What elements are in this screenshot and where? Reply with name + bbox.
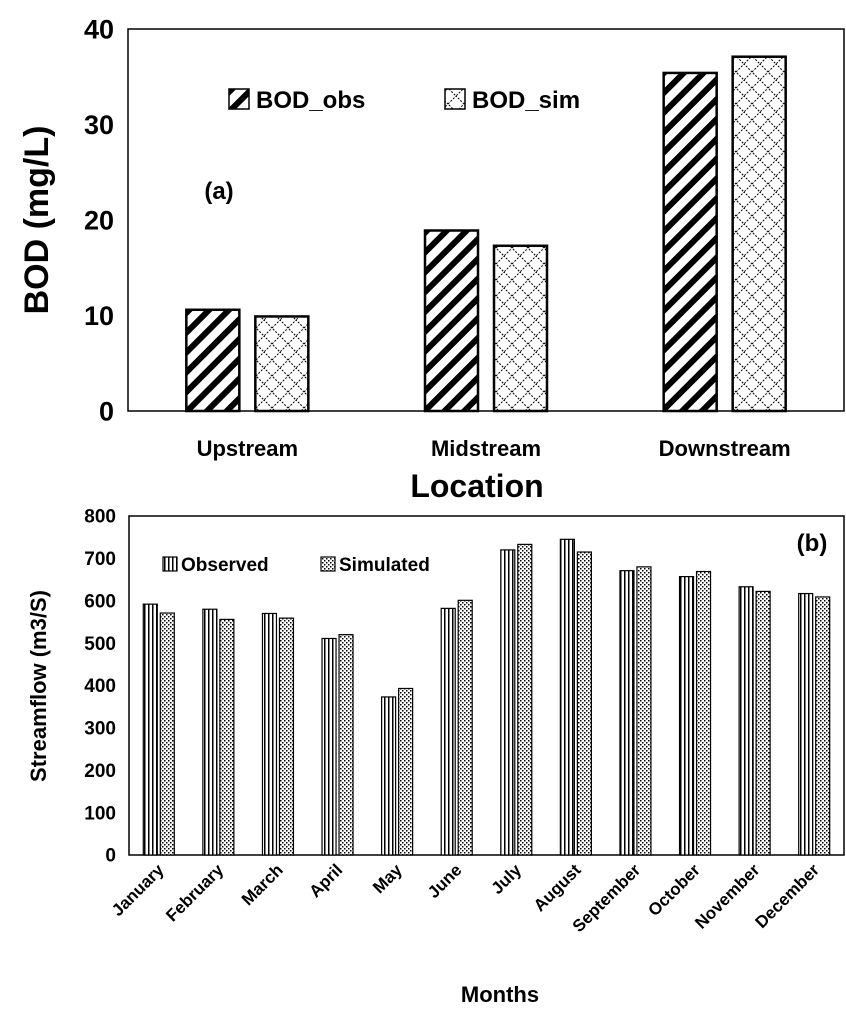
- bar-observed-april: [321, 637, 337, 856]
- x-tick-label: December: [751, 860, 823, 932]
- y-tick-label: 30: [84, 110, 114, 140]
- x-tick-label: Upstream: [197, 436, 298, 461]
- chart-a-panel-label: (a): [204, 178, 233, 205]
- chart-a-ylabel: BOD (mg/L): [18, 126, 56, 315]
- bar-observed-september: [619, 570, 635, 856]
- bar-observed-june: [440, 607, 456, 856]
- y-tick-label: 300: [84, 719, 116, 740]
- bar-observed-december: [798, 592, 814, 856]
- legend-swatch-bod-obs: [228, 88, 250, 110]
- y-tick-label: 700: [84, 549, 116, 570]
- y-tick-label: 400: [84, 676, 116, 697]
- x-tick-label: February: [162, 860, 227, 925]
- bar-simulated-january: [159, 612, 175, 856]
- x-tick-label: August: [530, 860, 585, 915]
- y-tick-label: 0: [99, 396, 114, 426]
- x-tick-label: January: [108, 860, 168, 920]
- bar-simulated-october: [695, 570, 712, 856]
- bar-bod-obs-upstream: [185, 308, 241, 413]
- bar-simulated-may: [398, 687, 414, 856]
- x-tick-label: November: [691, 860, 763, 932]
- y-tick-label: 200: [84, 761, 116, 782]
- bar-simulated-december: [815, 596, 831, 856]
- x-tick-label: July: [488, 860, 526, 898]
- legend-label-bod-sim: BOD_sim: [472, 87, 580, 114]
- legend-label-simulated: Simulated: [339, 555, 430, 576]
- chart-b: 0 100 200 300 400 500 600 700 800 JanuaryFebruar…: [26, 507, 845, 1007]
- bar-observed-may: [381, 696, 397, 856]
- bar-simulated-march: [278, 617, 295, 856]
- chart-b-panel-label: (b): [797, 530, 828, 557]
- chart-b-legend: Observed Simulated: [162, 555, 430, 576]
- bar-observed-august: [559, 538, 575, 856]
- y-tick-label: 20: [84, 205, 114, 235]
- x-tick-label: April: [306, 860, 347, 901]
- bar-simulated-june: [457, 599, 473, 856]
- chart-a-frame: [127, 28, 845, 412]
- x-tick-label: October: [644, 860, 704, 920]
- bar-bod-sim-upstream: [254, 315, 310, 413]
- bar-observed-october: [678, 575, 695, 856]
- chart-b-xlabel: Months: [461, 982, 539, 1007]
- y-tick-label: 0: [105, 846, 116, 867]
- x-tick-label: March: [238, 860, 287, 909]
- legend-label-observed: Observed: [181, 555, 269, 576]
- bar-simulated-july: [517, 543, 533, 856]
- bar-observed-february: [202, 608, 218, 856]
- bar-bod-obs-midstream: [423, 229, 480, 413]
- x-tick-label: Midstream: [431, 436, 541, 461]
- bar-observed-november: [738, 586, 754, 856]
- y-tick-label: 500: [84, 634, 116, 655]
- chart-a-x-ticks: Upstream Midstream Downstream: [197, 436, 791, 461]
- y-tick-label: 40: [84, 14, 114, 44]
- x-tick-label: June: [424, 860, 465, 901]
- bar-simulated-april: [338, 634, 354, 856]
- bar-observed-january: [142, 603, 158, 856]
- chart-a-bars: [185, 55, 787, 413]
- chart-a-xlabel: Location: [410, 468, 543, 504]
- chart-b-frame: [128, 515, 845, 856]
- legend-label-bod-obs: BOD_obs: [256, 87, 365, 114]
- x-tick-label: May: [369, 860, 406, 897]
- chart-a-y-ticks: 0 10 20 30 40: [84, 14, 114, 426]
- bar-simulated-august: [576, 551, 592, 856]
- bar-observed-march: [261, 612, 278, 856]
- y-tick-label: 600: [84, 591, 116, 612]
- chart-a-legend: BOD_obs BOD_sim: [228, 87, 580, 114]
- chart-a: 0 10 20 30 40 Upstream Midstream Downstream BO…: [18, 14, 845, 504]
- legend-swatch-bod-sim: [444, 88, 466, 110]
- chart-b-y-ticks: 0 100 200 300 400 500 600 700 800: [84, 507, 116, 867]
- y-tick-label: 100: [84, 803, 116, 824]
- y-tick-label: 10: [84, 301, 114, 331]
- chart-b-ylabel: Streamflow (m3/S): [26, 590, 51, 782]
- legend-swatch-observed: [162, 556, 178, 572]
- legend-swatch-simulated: [320, 556, 336, 572]
- bar-bod-sim-downstream: [731, 55, 787, 413]
- y-tick-label: 800: [84, 507, 116, 528]
- bar-observed-july: [500, 549, 516, 856]
- chart-b-bars: [142, 538, 831, 856]
- bar-simulated-november: [755, 590, 771, 856]
- bar-bod-obs-downstream: [662, 71, 718, 413]
- bar-simulated-february: [219, 618, 235, 856]
- x-tick-label: Downstream: [659, 436, 791, 461]
- bar-simulated-september: [636, 566, 652, 856]
- bar-bod-sim-midstream: [492, 244, 549, 413]
